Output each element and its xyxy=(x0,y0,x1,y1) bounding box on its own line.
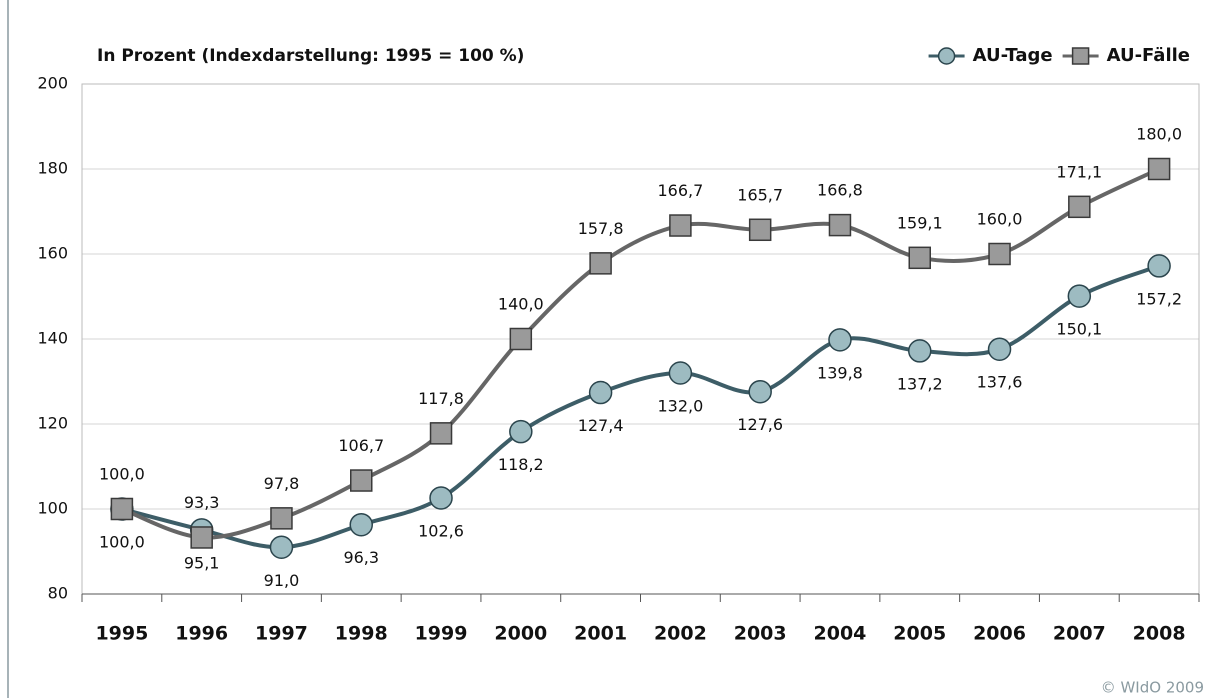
data-point xyxy=(908,339,932,363)
legend-label: AU-Fälle xyxy=(1107,45,1190,66)
data-point xyxy=(1147,254,1171,278)
data-point xyxy=(987,337,1012,361)
y-tick-label: 80 xyxy=(48,584,68,603)
data-point xyxy=(110,497,134,521)
legend-marker xyxy=(937,47,956,65)
data-label: 106,7 xyxy=(338,436,384,455)
x-tick-label: 1996 xyxy=(175,623,228,645)
data-label: 117,8 xyxy=(418,389,464,408)
x-tick-label: 2002 xyxy=(654,623,707,645)
data-label: 96,3 xyxy=(343,548,379,567)
data-label: 140,0 xyxy=(498,295,544,314)
data-point xyxy=(589,252,612,275)
data-point xyxy=(828,213,852,237)
x-tick-label: 1995 xyxy=(95,623,148,645)
data-point xyxy=(669,214,692,237)
data-label: 160,0 xyxy=(977,210,1023,229)
data-point xyxy=(350,469,373,492)
y-tick-label: 100 xyxy=(37,499,68,518)
data-point xyxy=(509,419,533,444)
data-label: 171,1 xyxy=(1056,162,1102,181)
data-label: 91,0 xyxy=(264,571,300,590)
data-point xyxy=(1147,157,1171,181)
data-point xyxy=(269,535,294,559)
x-tick-label: 1998 xyxy=(335,623,388,645)
data-label: 100,0 xyxy=(99,465,145,484)
x-tick-label: 2004 xyxy=(814,623,867,645)
data-label: 132,0 xyxy=(657,397,703,416)
data-point xyxy=(349,512,373,537)
data-label: 157,2 xyxy=(1136,289,1182,308)
x-tick-label: 2005 xyxy=(893,623,946,645)
x-tick-label: 2001 xyxy=(574,623,627,645)
x-tick-label: 2008 xyxy=(1133,623,1186,645)
x-tick-label: 1999 xyxy=(415,623,468,645)
data-label: 150,1 xyxy=(1056,320,1102,339)
data-point xyxy=(668,361,693,385)
data-point xyxy=(988,242,1011,266)
data-label: 180,0 xyxy=(1136,125,1182,144)
data-label: 157,8 xyxy=(578,219,624,238)
data-point xyxy=(509,327,533,351)
data-point xyxy=(1067,284,1092,308)
data-label: 127,6 xyxy=(737,415,783,434)
y-tick-label: 180 xyxy=(37,159,68,178)
y-tick-label: 120 xyxy=(37,414,68,433)
source: © WIdO 2009 xyxy=(1101,679,1204,697)
data-label: 97,8 xyxy=(264,474,300,493)
data-label: 93,3 xyxy=(184,493,220,512)
data-point xyxy=(748,379,772,404)
data-label: 166,8 xyxy=(817,181,863,200)
x-tick-label: 2000 xyxy=(494,623,547,645)
data-label: 100,0 xyxy=(99,533,145,552)
x-tick-label: 2007 xyxy=(1053,623,1106,645)
legend-marker xyxy=(1071,47,1090,65)
data-point xyxy=(429,486,453,510)
data-point xyxy=(270,507,293,530)
data-label: 137,2 xyxy=(897,374,943,393)
legend-label: AU-Tage xyxy=(973,45,1053,66)
data-label: 166,7 xyxy=(657,181,703,200)
data-label: 95,1 xyxy=(184,553,220,572)
data-label: 139,8 xyxy=(817,363,863,382)
data-label: 102,6 xyxy=(418,521,464,540)
data-label: 159,1 xyxy=(897,213,943,232)
data-point xyxy=(908,246,931,270)
x-tick-label: 1997 xyxy=(255,623,308,645)
x-tick-label: 2003 xyxy=(734,623,787,645)
data-point xyxy=(588,380,613,405)
frame xyxy=(7,0,9,698)
y-tick-label: 160 xyxy=(37,244,68,263)
data-label: 165,7 xyxy=(737,185,783,204)
data-point xyxy=(828,328,852,352)
x-tick-label: 2006 xyxy=(973,623,1026,645)
series-line xyxy=(121,167,1160,540)
series-line xyxy=(121,264,1160,550)
data-point xyxy=(190,526,213,549)
data-label: 137,6 xyxy=(977,373,1023,392)
data-point xyxy=(748,218,772,242)
data-point xyxy=(429,422,453,445)
y-tick-label: 140 xyxy=(37,329,68,348)
chart-subtitle: In Prozent (Indexdarstellung: 1995 = 100… xyxy=(97,46,524,66)
y-tick-label: 200 xyxy=(37,74,68,93)
data-label: 118,2 xyxy=(498,455,544,474)
data-label: 127,4 xyxy=(578,416,624,435)
data-point xyxy=(1068,195,1091,219)
